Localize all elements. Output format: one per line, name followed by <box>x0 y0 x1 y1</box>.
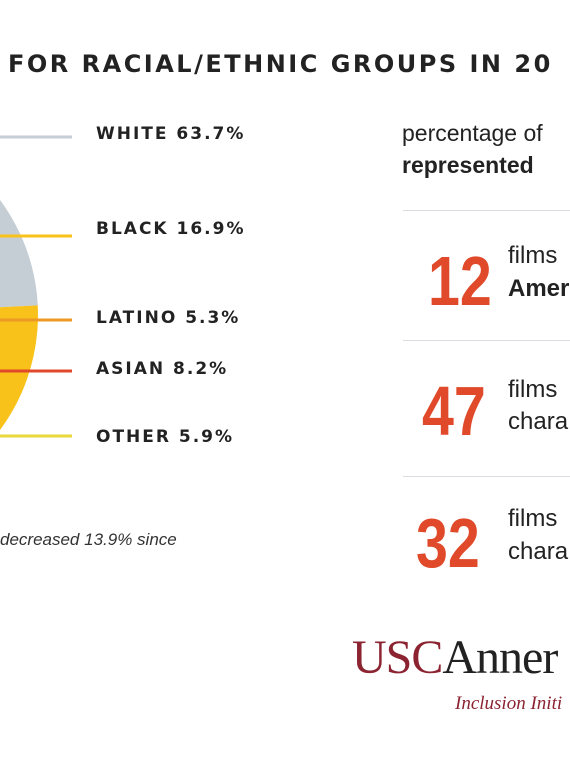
stats-subtitle-line1: percentage of <box>402 120 543 146</box>
logo-annenberg: Anner <box>442 631 558 684</box>
pie-slice-black <box>0 305 38 430</box>
logo-subtitle: Inclusion Initi <box>455 693 563 714</box>
footnote: decreased 13.9% since <box>0 530 177 549</box>
stat-text-1b: Amer <box>508 275 570 302</box>
logo-usc: USC <box>352 631 443 684</box>
legend-label-black: BLACK 16.9% <box>96 219 246 239</box>
divider <box>403 476 570 477</box>
usc-annenberg-logo: USCAnner <box>352 630 558 685</box>
stats-subtitle-line2: represented <box>402 152 534 178</box>
legend-label-asian: ASIAN 8.2% <box>96 359 229 379</box>
stat-number-3: 32 <box>416 504 480 582</box>
pie-slices <box>0 200 38 430</box>
divider <box>403 210 570 211</box>
stat-number-2: 47 <box>422 372 486 450</box>
legend-label-other: OTHER 5.9% <box>96 427 235 447</box>
stat-text-2a: films <box>508 376 558 403</box>
stat-number-1: 12 <box>428 242 492 320</box>
legend-label-latino: LATINO 5.3% <box>96 308 241 328</box>
pie-slice-white <box>0 200 38 308</box>
stat-text-1a: films <box>508 242 558 269</box>
leader-lines <box>0 135 72 438</box>
divider <box>403 340 570 341</box>
legend-label-white: WHITE 63.7% <box>96 124 246 144</box>
stat-text-2b: chara <box>508 408 569 435</box>
stat-text-3a: films <box>508 505 558 532</box>
chart-title: FOR RACIAL/ETHNIC GROUPS IN 20 <box>8 50 553 78</box>
stat-text-3b: chara <box>508 538 569 565</box>
